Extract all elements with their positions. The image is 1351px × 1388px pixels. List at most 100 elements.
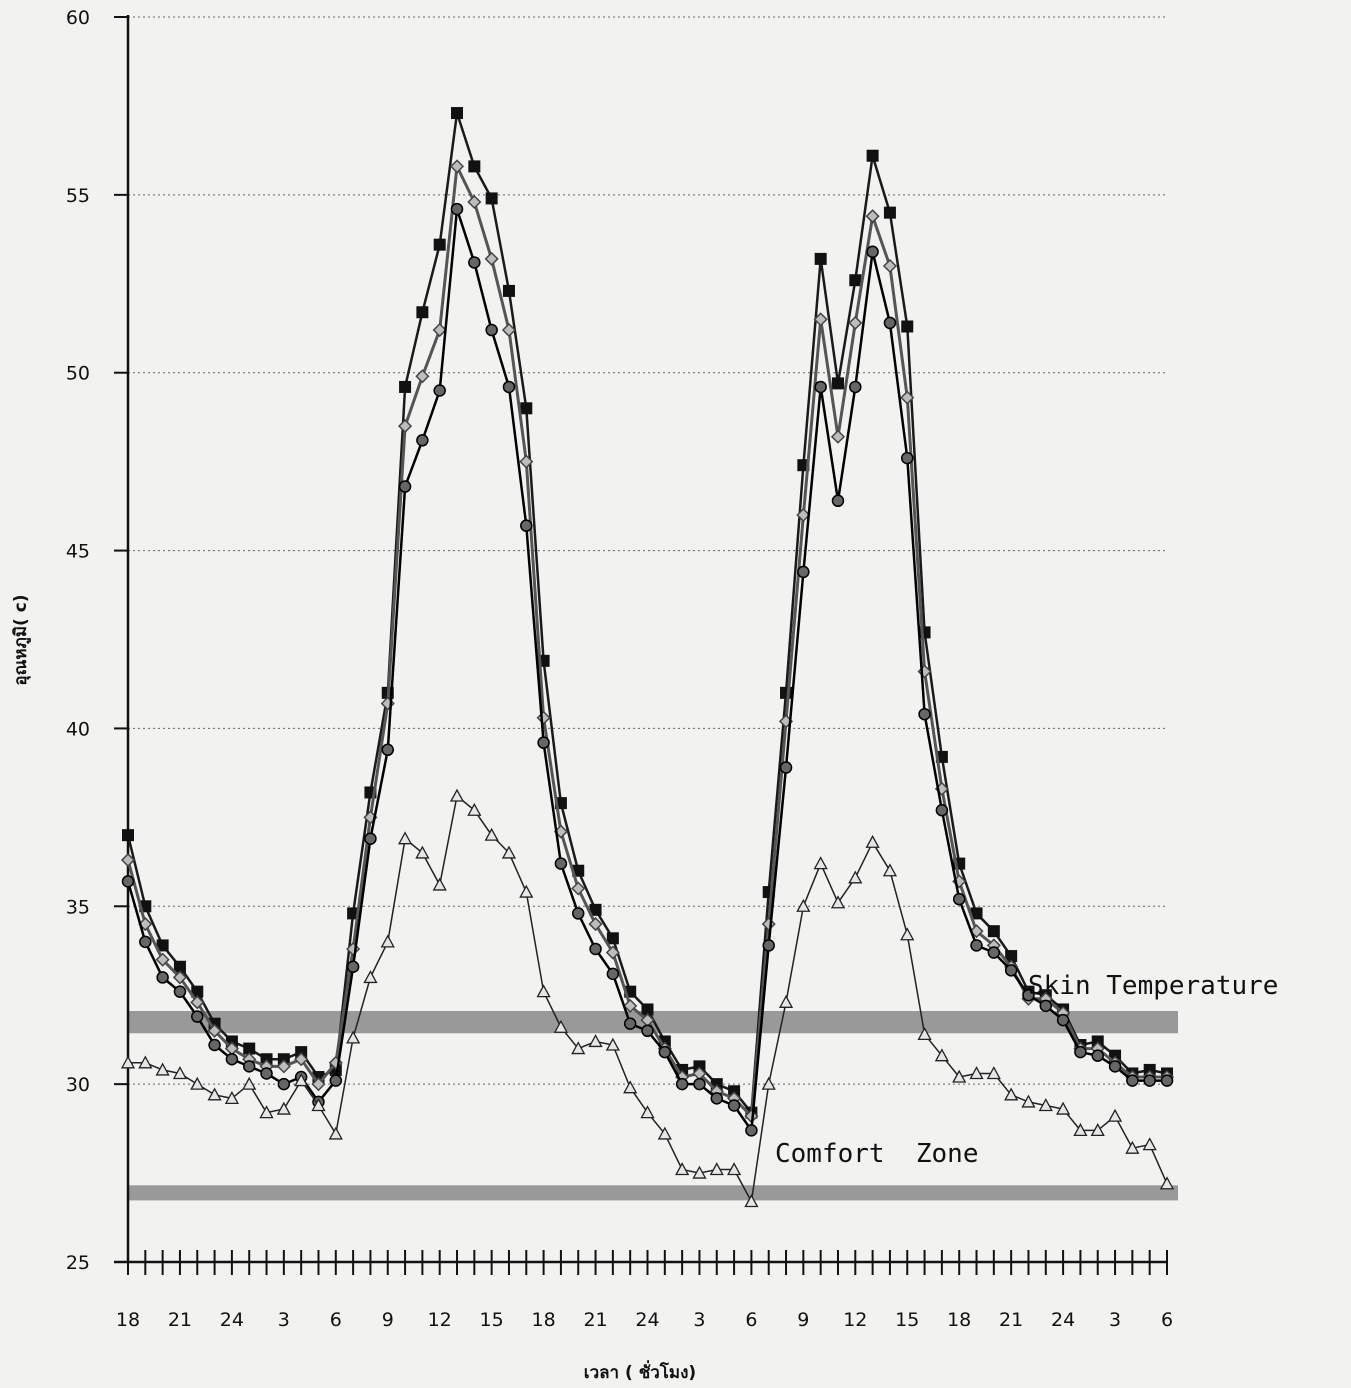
point-square xyxy=(606,932,619,945)
point-diamond xyxy=(519,454,534,469)
series-line-triangle xyxy=(128,794,1168,1204)
y-tick-label-25: 25 xyxy=(66,1252,90,1274)
point-circle xyxy=(589,942,602,956)
point-square xyxy=(520,402,533,415)
point-circle xyxy=(606,967,620,981)
point-diamond xyxy=(155,952,170,967)
point-circle xyxy=(883,316,897,330)
point-circle xyxy=(918,707,931,721)
point-circle xyxy=(346,960,360,974)
point-circle xyxy=(468,256,481,269)
point-circle xyxy=(866,245,879,259)
point-circle xyxy=(433,384,446,397)
point-square xyxy=(589,903,602,916)
series-line-circle xyxy=(126,208,1167,1134)
point-circle xyxy=(1126,1074,1139,1087)
point-circle xyxy=(623,1017,637,1030)
point-triangle xyxy=(120,1055,136,1069)
point-triangle xyxy=(155,1062,170,1076)
point-triangle xyxy=(744,1194,759,1208)
point-square xyxy=(243,1042,256,1055)
point-triangle xyxy=(726,1162,742,1176)
point-diamond xyxy=(761,917,776,932)
point-circle xyxy=(675,1077,689,1091)
point-circle xyxy=(173,985,187,998)
x-tick-label: 6 xyxy=(330,1309,342,1331)
point-diamond xyxy=(467,194,482,210)
point-diamond xyxy=(501,322,517,338)
point-circle xyxy=(225,1052,239,1066)
point-triangle xyxy=(692,1165,707,1179)
point-circle xyxy=(191,1010,204,1023)
point-diamond xyxy=(398,419,413,434)
point-circle xyxy=(520,519,533,532)
x-tick-label: 12 xyxy=(843,1309,867,1331)
x-tick-label: 24 xyxy=(1051,1309,1075,1331)
point-triangle xyxy=(588,1034,603,1048)
point-circle xyxy=(987,946,1001,959)
point-diamond xyxy=(830,429,846,444)
point-circle xyxy=(745,1124,758,1137)
tick-labels: 25 30 35 40 45 50 55 60 18 21 24 3 6 9 12 15 18 21 24 3 6 9 12… xyxy=(66,7,1173,1331)
point-circle xyxy=(762,939,775,952)
point-triangle xyxy=(761,1076,776,1090)
point-diamond xyxy=(172,970,188,985)
point-circle xyxy=(121,875,135,888)
point-circle xyxy=(450,202,464,216)
y-tick-label-45: 45 xyxy=(66,541,90,563)
series-layer xyxy=(120,107,1175,1208)
point-square xyxy=(641,1003,654,1016)
x-tick-label: 6 xyxy=(1161,1309,1173,1331)
point-square xyxy=(849,274,862,287)
point-diamond xyxy=(571,881,586,896)
point-diamond xyxy=(605,945,620,960)
point-square xyxy=(987,925,1000,938)
point-diamond xyxy=(796,507,811,523)
y-tick-label-35: 35 xyxy=(66,896,90,918)
point-square xyxy=(502,284,515,297)
point-square xyxy=(901,320,914,333)
point-triangle xyxy=(1073,1123,1088,1137)
gridlines xyxy=(128,16,1167,1085)
point-circle xyxy=(901,451,914,465)
point-triangle xyxy=(328,1126,343,1140)
point-diamond xyxy=(848,315,863,330)
point-square xyxy=(277,1053,290,1066)
point-triangle xyxy=(415,845,430,859)
point-square xyxy=(693,1060,706,1073)
point-circle xyxy=(641,1024,654,1038)
point-circle xyxy=(139,935,152,949)
x-tick-label: 3 xyxy=(1109,1309,1121,1331)
skin-temperature-label: Skin Temperature xyxy=(1028,971,1278,1001)
point-square xyxy=(468,160,481,173)
point-circle xyxy=(260,1067,273,1080)
point-diamond xyxy=(190,995,205,1010)
x-tick-label: 21 xyxy=(583,1309,607,1331)
point-triangle xyxy=(294,1073,309,1087)
point-diamond xyxy=(536,710,551,725)
point-diamond xyxy=(865,209,880,224)
point-triangle xyxy=(969,1066,984,1080)
point-circle xyxy=(1091,1049,1104,1062)
point-circle xyxy=(849,380,862,394)
point-circle xyxy=(1004,964,1018,977)
point-triangle xyxy=(778,994,794,1008)
point-diamond xyxy=(449,159,465,174)
y-tick-label-50: 50 xyxy=(66,363,90,385)
point-square xyxy=(433,238,446,251)
point-triangle xyxy=(796,898,811,912)
point-triangle xyxy=(397,831,413,845)
point-triangle xyxy=(571,1041,586,1055)
point-diamond xyxy=(294,1052,309,1067)
point-square xyxy=(814,252,827,265)
point-circle xyxy=(1143,1074,1156,1087)
point-circle xyxy=(502,380,516,394)
x-tick-label: 24 xyxy=(635,1309,659,1331)
point-square xyxy=(831,377,844,390)
point-triangle xyxy=(1056,1101,1071,1115)
point-triangle xyxy=(207,1087,222,1101)
point-diamond xyxy=(432,322,447,338)
point-square xyxy=(970,907,983,920)
point-triangle xyxy=(311,1098,326,1112)
